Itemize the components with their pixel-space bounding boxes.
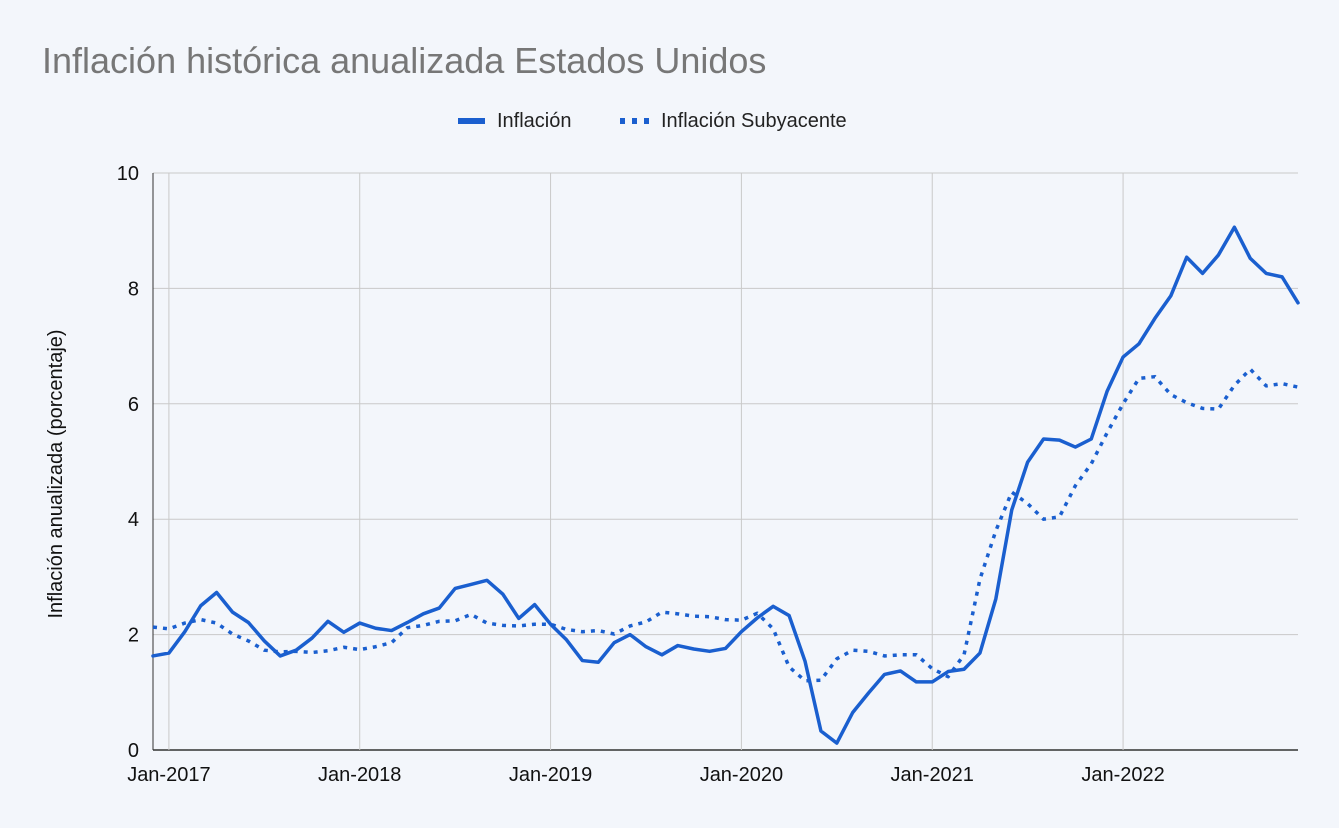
y-tick-label: 10	[117, 163, 139, 185]
chart-title: Inflación histórica anualizada Estados U…	[42, 40, 766, 81]
x-tick-label: Jan-2019	[509, 764, 592, 786]
series-line-inflacion	[151, 225, 1300, 745]
x-tick-labels: Jan-2017 Jan-2018 Jan-2019 Jan-2020 Jan-2021…	[127, 764, 1165, 786]
series-line-inflacion-subyacente	[152, 367, 1299, 683]
y-tick-label: 4	[128, 509, 139, 531]
y-tick-labels: 0 2 4 6 8 10	[117, 163, 139, 762]
x-tick-label: Jan-2020	[700, 764, 783, 786]
x-tick-label: Jan-2018	[318, 764, 401, 786]
y-tick-label: 6	[128, 394, 139, 416]
x-tick-label: Jan-2021	[891, 764, 974, 786]
legend-label-inflacion-subyacente: Inflación Subyacente	[661, 110, 847, 132]
y-axis-label: Inflación anualizada (porcentaje)	[45, 329, 67, 618]
legend-label-inflacion: Inflación	[497, 110, 572, 132]
y-tick-label: 8	[128, 278, 139, 300]
y-tick-label: 2	[128, 625, 139, 647]
legend: Inflación Inflación Subyacente	[458, 110, 847, 132]
x-tick-label: Jan-2017	[127, 764, 210, 786]
series-lines	[151, 225, 1300, 745]
y-tick-label: 0	[128, 740, 139, 762]
grid	[152, 172, 1298, 751]
x-tick-label: Jan-2022	[1081, 764, 1164, 786]
